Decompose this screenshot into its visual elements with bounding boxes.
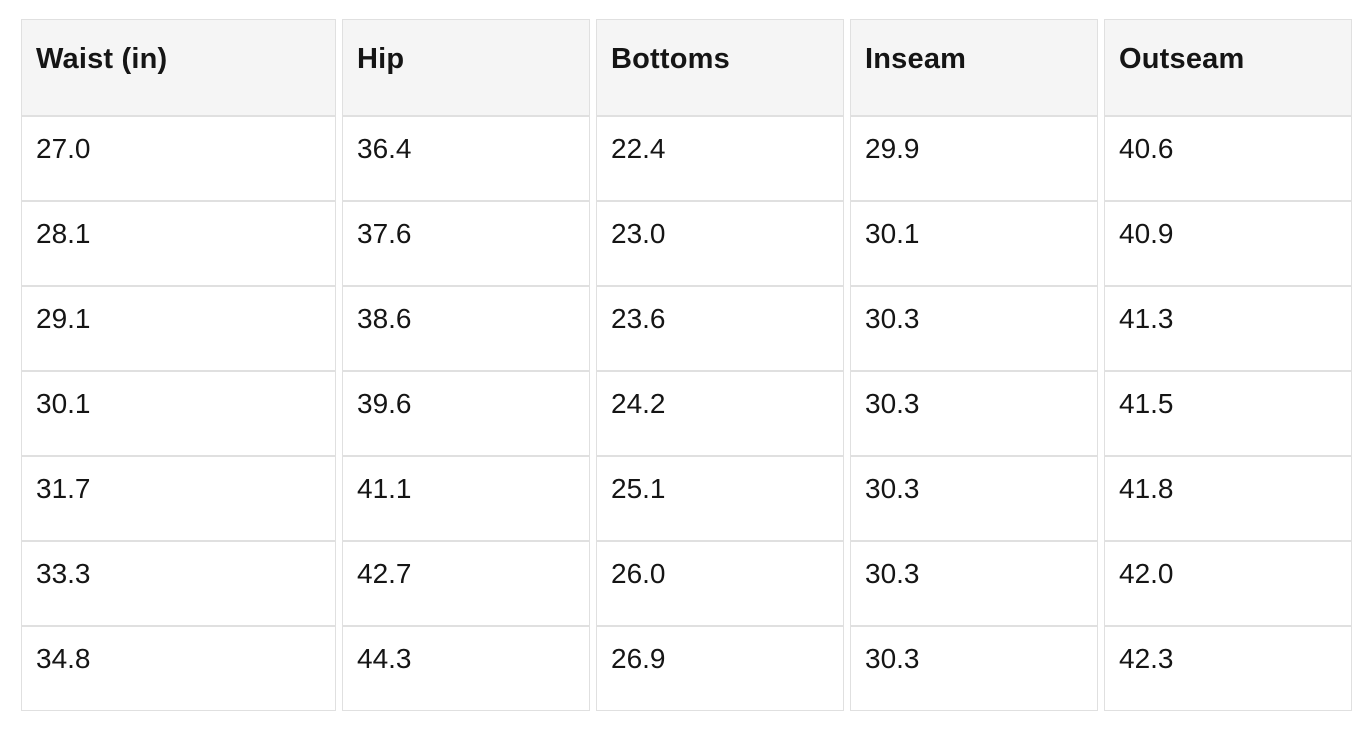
table-cell: 42.3	[1104, 626, 1352, 711]
table-cell: 30.3	[850, 286, 1098, 371]
table-row: 29.1 38.6 23.6 30.3 41.3	[21, 286, 1352, 371]
table-cell: 29.1	[21, 286, 336, 371]
table-cell: 41.8	[1104, 456, 1352, 541]
column-header: Outseam	[1104, 19, 1352, 116]
table-cell: 37.6	[342, 201, 590, 286]
table-cell: 26.0	[596, 541, 844, 626]
table-cell: 34.8	[21, 626, 336, 711]
table-cell: 22.4	[596, 116, 844, 201]
table-cell: 28.1	[21, 201, 336, 286]
table-cell: 25.1	[596, 456, 844, 541]
table-header: Waist (in) Hip Bottoms Inseam Outseam	[21, 19, 1352, 116]
table-cell: 41.1	[342, 456, 590, 541]
table-row: 30.1 39.6 24.2 30.3 41.5	[21, 371, 1352, 456]
table-row: 34.8 44.3 26.9 30.3 42.3	[21, 626, 1352, 711]
table-cell: 23.0	[596, 201, 844, 286]
table-cell: 40.6	[1104, 116, 1352, 201]
column-header: Waist (in)	[21, 19, 336, 116]
table-row: 27.0 36.4 22.4 29.9 40.6	[21, 116, 1352, 201]
table-cell: 40.9	[1104, 201, 1352, 286]
table-cell: 38.6	[342, 286, 590, 371]
column-header: Hip	[342, 19, 590, 116]
table-cell: 30.1	[21, 371, 336, 456]
table-cell: 23.6	[596, 286, 844, 371]
table-cell: 42.7	[342, 541, 590, 626]
table-cell: 44.3	[342, 626, 590, 711]
table-cell: 31.7	[21, 456, 336, 541]
table-cell: 30.3	[850, 541, 1098, 626]
table-cell: 39.6	[342, 371, 590, 456]
page: Waist (in) Hip Bottoms Inseam Outseam 27.0 36…	[15, 19, 1358, 711]
table-cell: 30.3	[850, 371, 1098, 456]
table-row: 33.3 42.7 26.0 30.3 42.0	[21, 541, 1352, 626]
size-chart-table: Waist (in) Hip Bottoms Inseam Outseam 27.0 36…	[15, 19, 1358, 711]
table-row: 28.1 37.6 23.0 30.1 40.9	[21, 201, 1352, 286]
column-header: Bottoms	[596, 19, 844, 116]
table-cell: 29.9	[850, 116, 1098, 201]
table-cell: 26.9	[596, 626, 844, 711]
column-header: Inseam	[850, 19, 1098, 116]
table-cell: 30.3	[850, 456, 1098, 541]
table-cell: 41.3	[1104, 286, 1352, 371]
table-cell: 30.3	[850, 626, 1098, 711]
table-cell: 24.2	[596, 371, 844, 456]
table-cell: 30.1	[850, 201, 1098, 286]
table-cell: 33.3	[21, 541, 336, 626]
table-cell: 27.0	[21, 116, 336, 201]
table-cell: 41.5	[1104, 371, 1352, 456]
table-body: 27.0 36.4 22.4 29.9 40.6 28.1 37.6 23.0 30.1 40.9…	[21, 116, 1352, 711]
table-cell: 42.0	[1104, 541, 1352, 626]
table-cell: 36.4	[342, 116, 590, 201]
table-row: 31.7 41.1 25.1 30.3 41.8	[21, 456, 1352, 541]
header-row: Waist (in) Hip Bottoms Inseam Outseam	[21, 19, 1352, 116]
